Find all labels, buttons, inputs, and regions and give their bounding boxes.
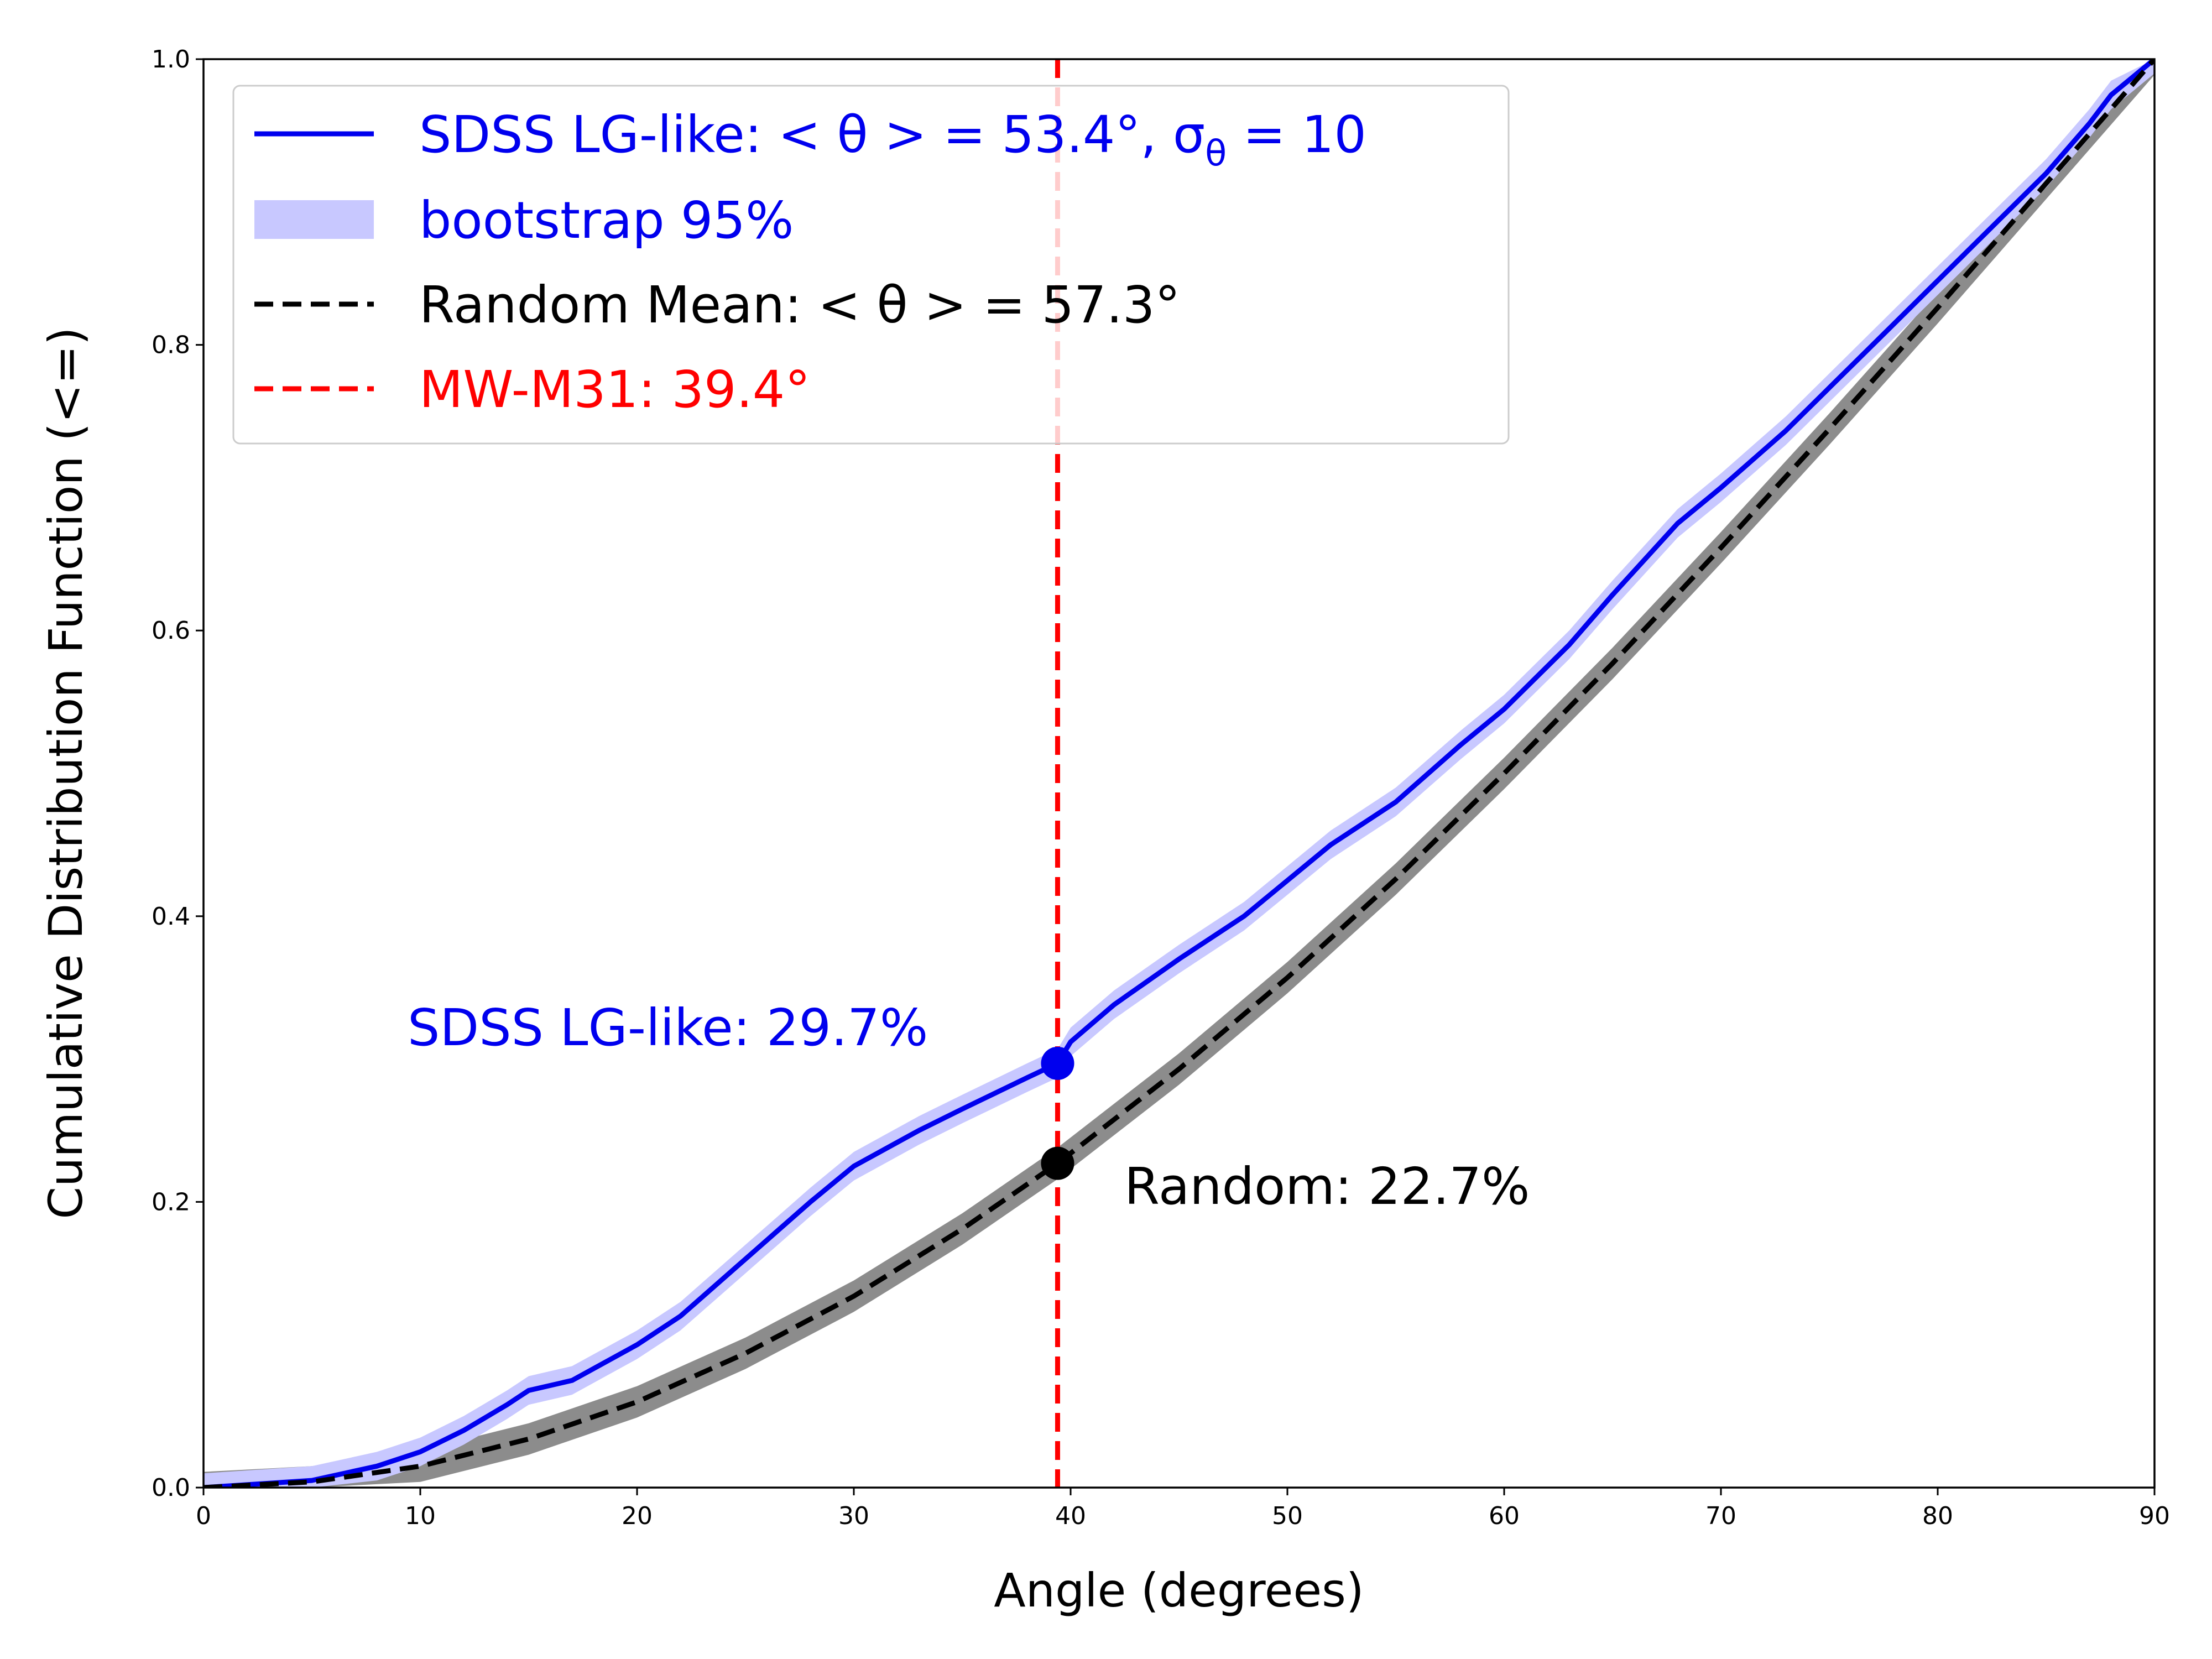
x-tick-label: 10 bbox=[405, 1502, 436, 1530]
x-axis-ticks: 0 10 20 30 40 50 60 70 80 90 bbox=[196, 1488, 2170, 1530]
x-tick-label: 0 bbox=[196, 1502, 211, 1530]
y-tick-label: 1.0 bbox=[152, 45, 190, 74]
y-tick-label: 0.8 bbox=[152, 331, 190, 359]
marker-sdss-lg-like bbox=[1041, 1046, 1074, 1080]
x-axis-label: Angle (degrees) bbox=[994, 1563, 1364, 1618]
legend-frame bbox=[232, 85, 1510, 445]
x-tick-label: 60 bbox=[1489, 1502, 1520, 1530]
legend: SDSS LG-like: < θ > = 53.4°, σθ = 10 boo… bbox=[232, 85, 1510, 445]
annotation-sdss: SDSS LG-like: 29.7% bbox=[408, 998, 928, 1057]
series-layer bbox=[204, 59, 2154, 1488]
marker-layer bbox=[1041, 1046, 1074, 1180]
marker-random bbox=[1041, 1146, 1074, 1180]
legend-label-bootstrap: bootstrap 95% bbox=[419, 191, 794, 250]
legend-label-mw-m31: MW-M31: 39.4° bbox=[419, 360, 810, 419]
y-tick-label: 0.0 bbox=[152, 1474, 190, 1502]
series-line-random-mean bbox=[204, 59, 2154, 1488]
series-line-sdss-lg-like bbox=[204, 59, 2154, 1488]
annotation-random: Random: 22.7% bbox=[1124, 1157, 1530, 1216]
x-tick-label: 20 bbox=[622, 1502, 653, 1530]
y-axis-ticks: 0.0 0.2 0.4 0.6 0.8 1.0 bbox=[152, 45, 204, 1502]
plot-frame bbox=[202, 58, 2156, 1489]
x-tick-label: 70 bbox=[1705, 1502, 1736, 1530]
legend-swatch-bootstrap bbox=[254, 200, 374, 239]
x-tick-label: 90 bbox=[2139, 1502, 2170, 1530]
x-tick-label: 50 bbox=[1272, 1502, 1303, 1530]
x-tick-label: 40 bbox=[1055, 1502, 1086, 1530]
y-tick-label: 0.2 bbox=[152, 1188, 190, 1216]
legend-label-sdss: SDSS LG-like: < θ > = 53.4°, σθ = 10 bbox=[419, 105, 1366, 174]
y-tick-label: 0.4 bbox=[152, 902, 190, 931]
legend-label-random: Random Mean: < θ > = 57.3° bbox=[419, 275, 1180, 335]
x-tick-label: 30 bbox=[838, 1502, 869, 1530]
y-axis-label: Cumulative Distribution Function (<=) bbox=[39, 327, 93, 1219]
y-tick-label: 0.6 bbox=[152, 617, 190, 645]
x-tick-label: 80 bbox=[1922, 1502, 1953, 1530]
